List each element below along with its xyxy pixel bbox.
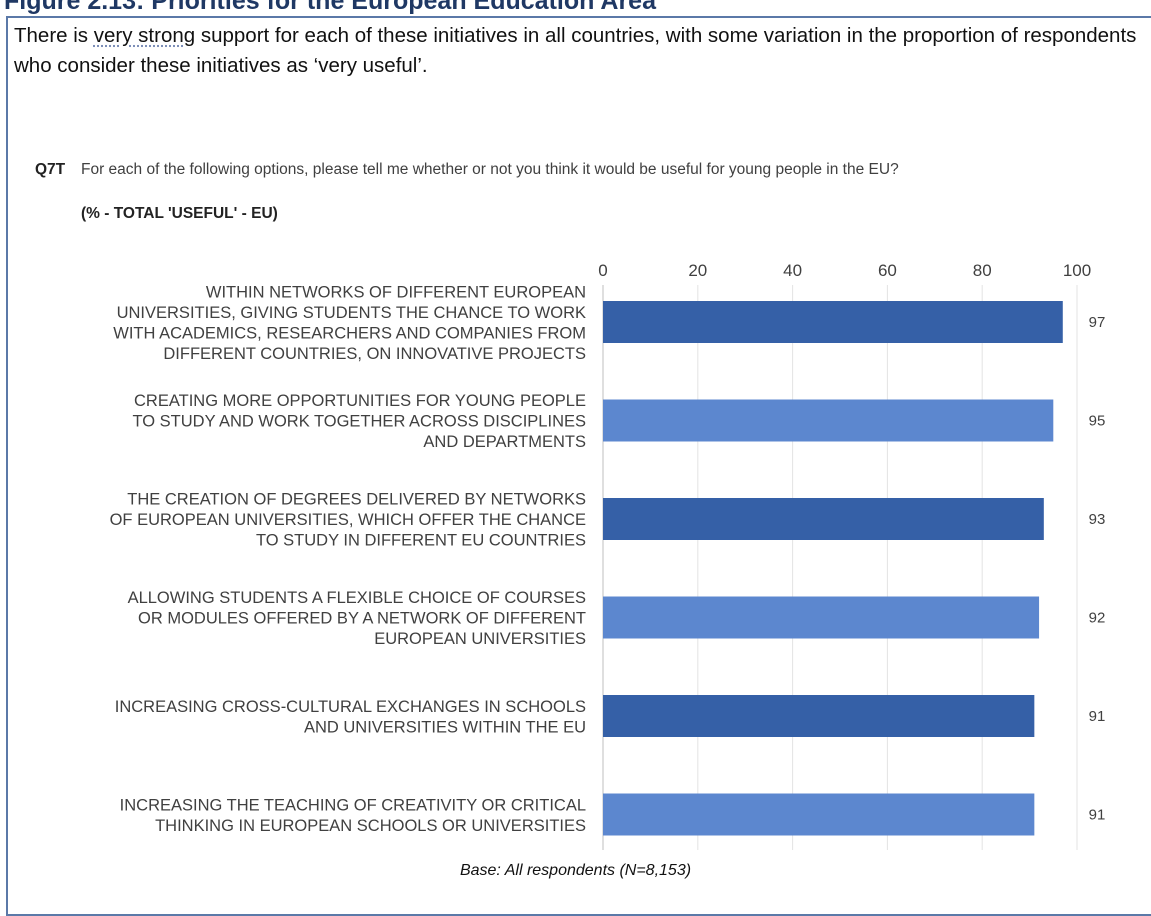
bar (603, 399, 1054, 442)
chart-subtitle: (% - TOTAL 'USEFUL' - EU) (81, 205, 278, 222)
category-label-line: OR MODULES OFFERED BY A NETWORK OF DIFFE… (138, 610, 586, 628)
x-tick-label: 80 (973, 261, 992, 280)
category-label: INCREASING THE TEACHING OF CREATIVITY OR… (120, 796, 586, 835)
question-text: For each of the following options, pleas… (81, 161, 899, 178)
x-tick-label: 60 (878, 261, 897, 280)
category-label-line: OF EUROPEAN UNIVERSITIES, WHICH OFFER TH… (110, 511, 586, 529)
category-label-line: AND UNIVERSITIES WITHIN THE EU (304, 718, 586, 736)
bar (603, 596, 1040, 639)
category-label: CREATING MORE OPPORTUNITIES FOR YOUNG PE… (132, 392, 586, 451)
category-label: ALLOWING STUDENTS A FLEXIBLE CHOICE OF C… (128, 589, 586, 648)
x-tick-label: 100 (1063, 261, 1091, 280)
bar-value-label: 92 (1089, 610, 1106, 627)
bar-value-label: 91 (1089, 708, 1106, 725)
bar (603, 301, 1063, 343)
x-tick-label: 40 (783, 261, 802, 280)
category-label-line: EUROPEAN UNIVERSITIES (374, 630, 586, 648)
category-label-line: WITHIN NETWORKS OF DIFFERENT EUROPEAN (206, 283, 586, 301)
category-label: WITHIN NETWORKS OF DIFFERENT EUROPEAN UNI… (113, 283, 586, 363)
category-label-line: UNIVERSITIES, GIVING STUDENTS THE CHANCE… (117, 304, 586, 322)
bar-value-label: 97 (1089, 314, 1106, 331)
bar (603, 498, 1044, 540)
bar-chart: 0 20 40 60 80 100 97 WITHIN NETWORKS OF DIFFERE… (110, 261, 1106, 850)
bar (603, 695, 1035, 737)
base-note: Base: All respondents (N=8,153) (459, 862, 692, 879)
category-label-line: TO STUDY IN DIFFERENT EU COUNTRIES (256, 532, 586, 550)
bar-value-label: 91 (1089, 807, 1106, 824)
category-label-line: DIFFERENT COUNTRIES, ON INNOVATIVE PROJE… (163, 345, 586, 363)
category-label-line: INCREASING CROSS-CULTURAL EXCHANGES IN S… (115, 698, 586, 716)
category-label-line: ALLOWING STUDENTS A FLEXIBLE CHOICE OF C… (128, 589, 586, 607)
category-label-line: WITH ACADEMICS, RESEARCHERS AND COMPANIE… (113, 324, 586, 342)
category-label-line: CREATING MORE OPPORTUNITIES FOR YOUNG PE… (134, 392, 586, 410)
category-label-line: AND DEPARTMENTS (423, 433, 586, 451)
intro-text-after: support for each of these initiatives in… (14, 24, 1137, 77)
category-label: THE CREATION OF DEGREES DELIVERED BY NET… (110, 491, 586, 550)
intro-text-before: There is (14, 24, 94, 47)
bar-value-label: 95 (1089, 413, 1106, 430)
x-tick-label: 20 (688, 261, 707, 280)
intro-paragraph: There is very strong support for each of… (14, 21, 1149, 81)
category-label-line: THE CREATION OF DEGREES DELIVERED BY NET… (127, 491, 586, 509)
category-label-line: THINKING IN EUROPEAN SCHOOLS OR UNIVERSI… (155, 817, 586, 835)
figure-title: Figure 2.13: Priorities for the European… (4, 0, 656, 15)
question-code: Q7T (35, 161, 66, 178)
bar (603, 793, 1035, 836)
x-tick-label: 0 (598, 261, 607, 280)
category-label-line: INCREASING THE TEACHING OF CREATIVITY OR… (120, 796, 586, 814)
category-label: INCREASING CROSS-CULTURAL EXCHANGES IN S… (115, 698, 586, 737)
intro-text-underlined: very strong (93, 24, 196, 47)
bar-value-label: 93 (1089, 511, 1106, 528)
category-label-line: TO STUDY AND WORK TOGETHER ACROSS DISCIP… (132, 413, 586, 431)
